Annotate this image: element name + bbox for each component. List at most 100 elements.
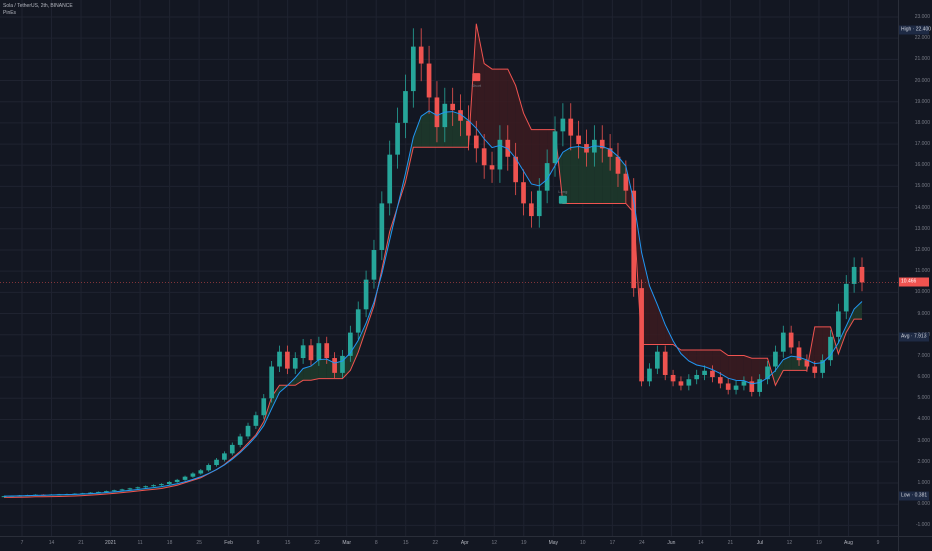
trend-fill — [704, 349, 713, 370]
candle-body — [623, 173, 629, 191]
candle-body — [536, 190, 542, 217]
candle-body — [466, 120, 471, 136]
time-tick: 15 — [402, 540, 409, 546]
candle-body — [607, 148, 613, 157]
ema-line — [3, 110, 863, 497]
time-tick: 22 — [314, 540, 320, 546]
time-tick: 25 — [196, 540, 202, 546]
time-tick: Feb — [224, 540, 233, 546]
candle-body — [686, 379, 692, 386]
candle-body — [174, 479, 180, 482]
trend-fill — [680, 349, 689, 361]
candle-body — [568, 118, 574, 136]
trend-fill — [318, 359, 327, 379]
candle-body — [151, 485, 156, 487]
trend-fill — [728, 355, 737, 381]
time-tick: 10 — [580, 540, 586, 546]
candle-body — [843, 283, 849, 312]
candle-body — [725, 383, 731, 390]
trend-fill — [413, 116, 422, 148]
candle-body — [678, 381, 684, 386]
price-axis[interactable]: 23.000 22.000 21.000 20.000 19.000 18.000 17.0… — [898, 0, 932, 536]
candle-body — [473, 135, 479, 149]
trend-fill — [696, 349, 705, 367]
short-signal-label: Short — [472, 83, 482, 88]
trend-fill — [586, 145, 595, 204]
candle-body — [513, 156, 518, 183]
candle-body — [662, 351, 668, 375]
time-tick: Jun — [667, 540, 676, 546]
trend-fill — [499, 69, 508, 149]
indicator-name: PinEs — [3, 10, 17, 16]
candle-body — [253, 415, 259, 426]
candle-body — [647, 368, 652, 382]
candle-body — [403, 91, 408, 123]
candle-body — [222, 453, 227, 460]
candle-body — [229, 444, 235, 454]
candle-body — [340, 355, 345, 373]
trend-fill — [476, 23, 485, 139]
candle-body — [166, 481, 172, 485]
time-tick: 7 — [20, 540, 24, 546]
time-tick: 9 — [876, 540, 880, 546]
candle-body — [410, 46, 416, 92]
candle-body — [292, 358, 298, 369]
candle-body — [710, 370, 715, 378]
time-tick: 19 — [816, 540, 822, 546]
long-signal-label: Long — [558, 189, 567, 194]
price-tick: 20.000 — [914, 77, 930, 84]
time-tick: 21 — [727, 540, 734, 546]
candle-body — [198, 470, 204, 474]
trend-fill — [531, 129, 540, 186]
candle-body — [828, 336, 833, 361]
candle-body — [544, 163, 550, 191]
trend-fill — [350, 340, 359, 371]
candle-body — [859, 266, 865, 283]
price-tick: 2.000 — [917, 458, 930, 465]
symbol-info: Sola / TetherUS, 2th, BINANCE — [3, 3, 73, 9]
trend-fill — [854, 301, 862, 320]
candle-body — [119, 489, 125, 491]
candle-body — [96, 491, 101, 493]
price-tick: 4.000 — [917, 416, 930, 423]
chart-area[interactable]: Short Long Sola / TetherUS, 2th, BINANCE … — [0, 0, 898, 536]
price-tick: 23.000 — [914, 13, 930, 20]
candle-body — [127, 488, 133, 490]
time-tick: 17 — [609, 540, 616, 546]
candle-body — [442, 103, 448, 128]
trend-fill — [736, 355, 744, 381]
candle-body — [521, 182, 526, 204]
candle-body — [426, 63, 432, 98]
candle-body — [670, 374, 676, 382]
price-chart[interactable]: Short Long — [0, 0, 898, 536]
low-price-label: Low · 0.381 — [899, 491, 929, 501]
candle-body — [717, 377, 723, 384]
candle-body — [851, 266, 857, 284]
price-tick: 21.000 — [914, 56, 930, 63]
trend-fill — [507, 69, 516, 159]
candle-body — [143, 486, 149, 488]
candle-body — [529, 203, 534, 217]
price-tick: 16.000 — [914, 162, 930, 169]
candle-body — [599, 139, 605, 149]
price-tick: 7.000 — [917, 352, 930, 359]
candle-body — [450, 103, 456, 111]
candle-body — [497, 139, 503, 170]
candle-body — [316, 343, 322, 361]
trend-fill — [783, 356, 792, 371]
time-tick: 8 — [256, 540, 260, 546]
time-tick: May — [548, 540, 559, 546]
axis-corner — [898, 536, 932, 551]
trend-fill — [271, 385, 280, 409]
candle-body — [780, 332, 786, 352]
candle-body — [371, 249, 377, 280]
candle-body — [788, 332, 794, 348]
price-tick: 15.000 — [914, 183, 930, 190]
time-axis[interactable]: 7 14 21 2021 11 18 25 Feb 8 15 22 Mar 8 15 22 Apr 12 19 Ma… — [0, 536, 898, 551]
candle-body — [135, 487, 141, 489]
candle-body — [804, 360, 810, 367]
candle-body — [308, 345, 314, 361]
time-tick: 12 — [491, 540, 498, 546]
candle-body — [190, 473, 196, 477]
candle-body — [418, 46, 424, 64]
